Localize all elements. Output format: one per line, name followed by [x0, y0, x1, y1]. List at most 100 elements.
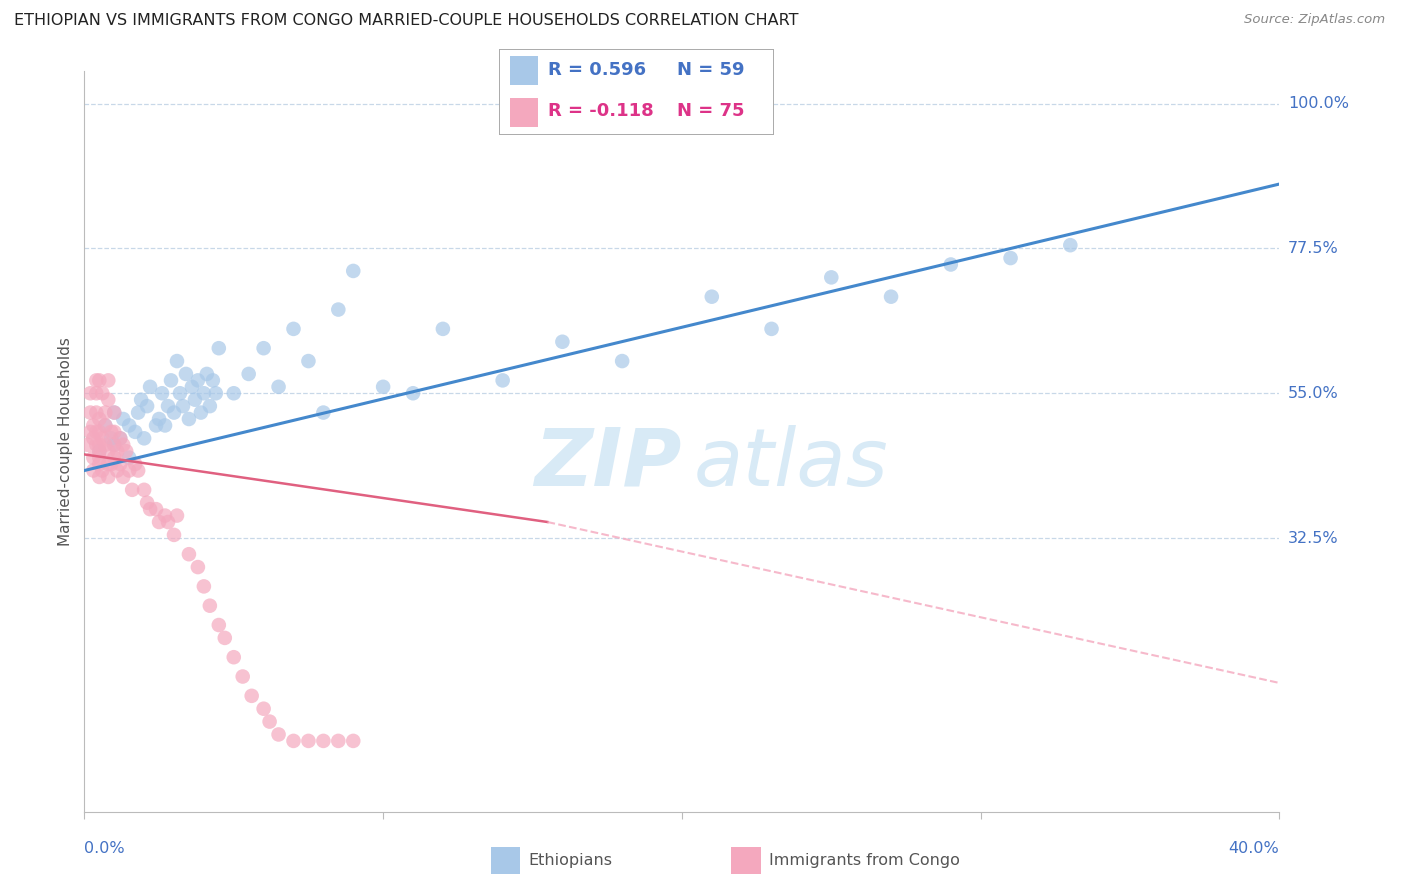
Point	[163, 528, 186, 542]
Y-axis label: Married-couple Households: Married-couple Households	[58, 337, 73, 546]
Point	[214, 631, 236, 645]
Point	[82, 463, 104, 477]
Point	[118, 450, 141, 465]
Point	[103, 450, 125, 465]
Point	[91, 463, 114, 477]
Point	[551, 334, 574, 349]
Text: ETHIOPIAN VS IMMIGRANTS FROM CONGO MARRIED-COUPLE HOUSEHOLDS CORRELATION CHART: ETHIOPIAN VS IMMIGRANTS FROM CONGO MARRI…	[14, 13, 799, 29]
Point	[198, 399, 221, 413]
Point	[139, 380, 162, 394]
Point	[297, 354, 319, 368]
Point	[100, 425, 122, 439]
Point	[100, 431, 122, 445]
Point	[283, 322, 305, 336]
Point	[82, 431, 104, 445]
Point	[110, 431, 132, 445]
Point	[89, 438, 111, 452]
Point	[103, 425, 125, 439]
Point	[110, 457, 132, 471]
Point	[148, 515, 170, 529]
Point	[312, 734, 335, 748]
Point	[79, 425, 101, 439]
Point	[86, 406, 108, 420]
Point	[86, 386, 108, 401]
Point	[939, 258, 962, 272]
Point	[820, 270, 842, 285]
Point	[238, 367, 260, 381]
Text: N = 75: N = 75	[678, 102, 745, 120]
Point	[208, 341, 231, 355]
Point	[208, 618, 231, 632]
Point	[89, 373, 111, 387]
Point	[89, 444, 111, 458]
Point	[492, 373, 515, 387]
Point	[222, 650, 245, 665]
Point	[103, 438, 125, 452]
Bar	[510, 98, 537, 127]
Point	[181, 380, 204, 394]
Point	[124, 425, 146, 439]
Point	[112, 438, 135, 452]
Point	[124, 457, 146, 471]
Point	[232, 669, 254, 683]
Point	[91, 386, 114, 401]
Point	[97, 457, 120, 471]
Point	[157, 515, 180, 529]
Point	[112, 470, 135, 484]
Point	[312, 406, 335, 420]
Point	[205, 386, 228, 401]
Text: R = 0.596: R = 0.596	[548, 62, 647, 79]
Point	[222, 386, 245, 401]
Text: Source: ZipAtlas.com: Source: ZipAtlas.com	[1244, 13, 1385, 27]
Point	[283, 734, 305, 748]
Point	[91, 431, 114, 445]
Point	[103, 406, 125, 420]
Point	[103, 406, 125, 420]
Bar	[491, 847, 520, 874]
Point	[198, 599, 221, 613]
Point	[79, 406, 101, 420]
Point	[432, 322, 454, 336]
Point	[86, 373, 108, 387]
Point	[97, 373, 120, 387]
Point	[160, 373, 183, 387]
Point	[166, 354, 188, 368]
Point	[136, 496, 159, 510]
Text: 77.5%: 77.5%	[1288, 241, 1339, 256]
Point	[193, 579, 215, 593]
Point	[169, 386, 191, 401]
Bar	[731, 847, 761, 874]
Point	[94, 418, 117, 433]
Point	[105, 444, 128, 458]
Text: Ethiopians: Ethiopians	[529, 854, 612, 868]
Point	[253, 341, 276, 355]
Text: 32.5%: 32.5%	[1288, 531, 1339, 546]
Point	[136, 399, 159, 413]
Point	[112, 412, 135, 426]
Point	[129, 392, 152, 407]
Point	[157, 399, 180, 413]
Point	[166, 508, 188, 523]
Text: 40.0%: 40.0%	[1229, 840, 1279, 855]
Point	[94, 406, 117, 420]
Point	[373, 380, 395, 394]
Point	[145, 418, 167, 433]
Text: R = -0.118: R = -0.118	[548, 102, 654, 120]
Point	[163, 406, 186, 420]
Point	[195, 367, 218, 381]
Point	[105, 463, 128, 477]
Point	[97, 470, 120, 484]
Point	[94, 438, 117, 452]
Text: Immigrants from Congo: Immigrants from Congo	[769, 854, 959, 868]
Point	[880, 290, 903, 304]
Point	[127, 406, 149, 420]
Point	[402, 386, 425, 401]
Point	[110, 431, 132, 445]
Point	[328, 302, 350, 317]
Point	[612, 354, 634, 368]
Point	[201, 373, 224, 387]
Point	[267, 727, 290, 741]
Point	[89, 412, 111, 426]
Point	[89, 444, 111, 458]
Point	[89, 425, 111, 439]
